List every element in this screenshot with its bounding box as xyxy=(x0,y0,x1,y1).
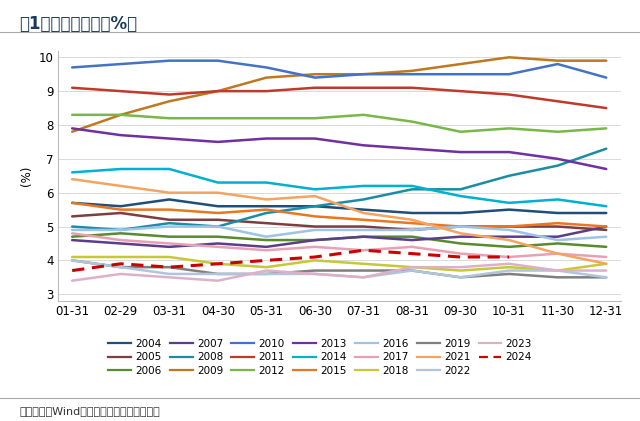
Legend: 2004, 2005, 2006, 2007, 2008, 2009, 2010, 2011, 2012, 2013, 2014, 2015, 2016, 20: 2004, 2005, 2006, 2007, 2008, 2009, 2010… xyxy=(104,334,536,380)
Y-axis label: (%): (%) xyxy=(20,165,33,186)
Text: 图1：美国失业率（%）: 图1：美国失业率（%） xyxy=(19,15,138,33)
Text: 数据来源：Wind，广发证券发展研究中心。: 数据来源：Wind，广发证券发展研究中心。 xyxy=(19,406,160,416)
